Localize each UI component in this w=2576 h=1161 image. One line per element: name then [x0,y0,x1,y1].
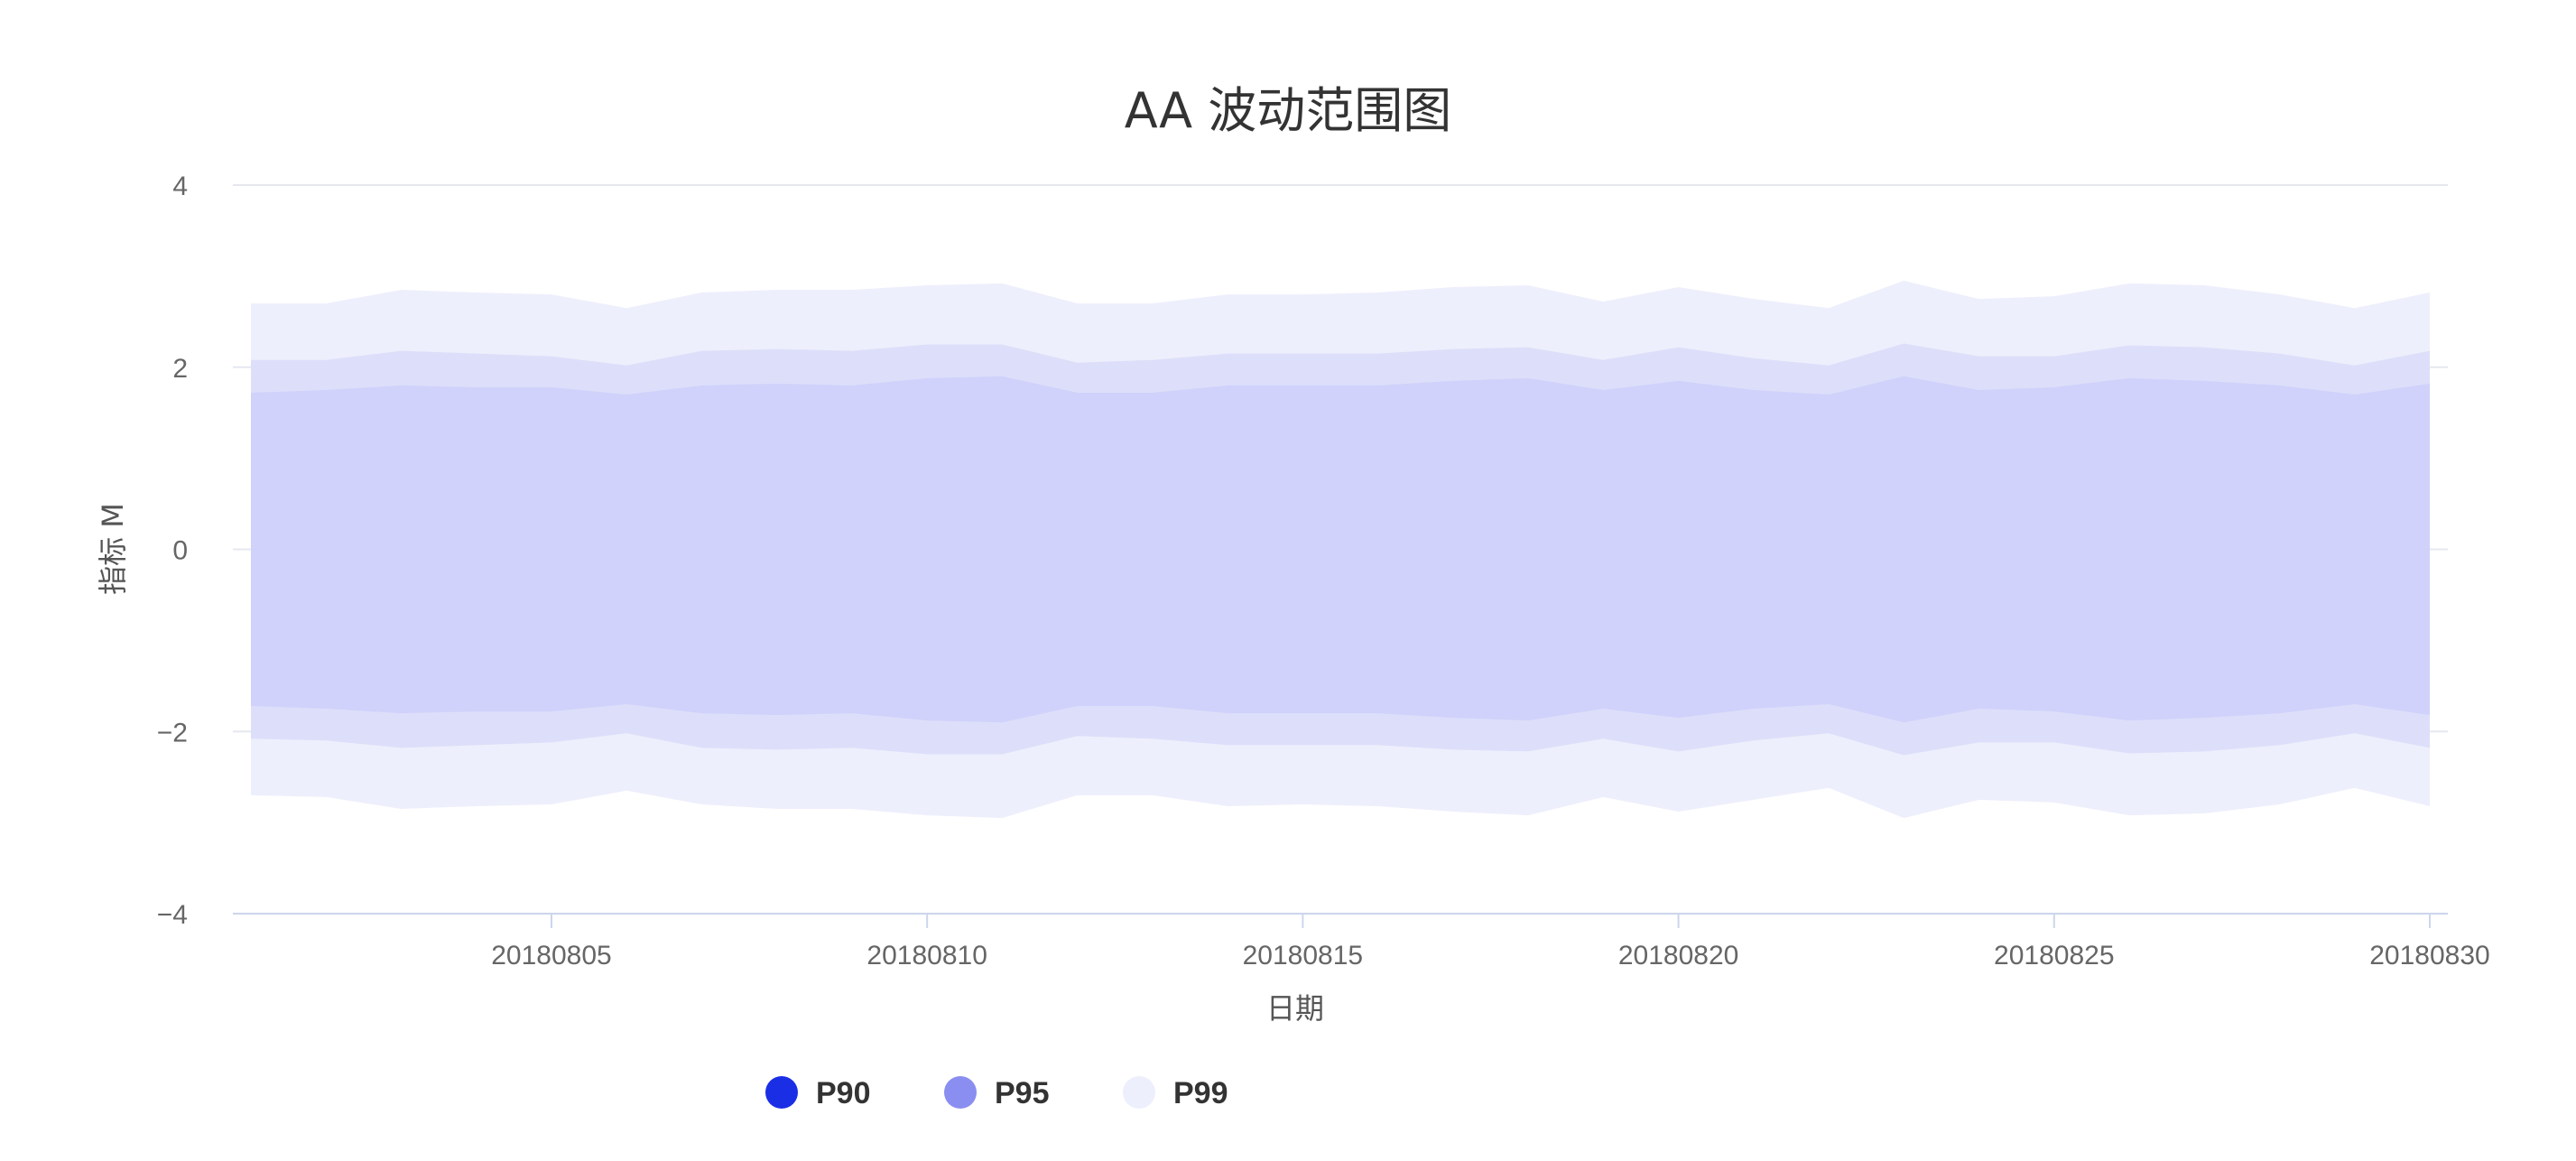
y-tick-labels: −4 −2 0 2 4 [157,172,188,930]
legend-marker [944,1076,977,1109]
legend-item-p95[interactable]: P95 [944,1076,1050,1110]
legend-label: P95 [995,1076,1050,1110]
legend: P90 P95 P99 [765,1076,1228,1110]
chart-title: AA 波动范围图 [1124,82,1452,139]
legend-item-p99[interactable]: P99 [1123,1076,1228,1110]
y-tick-label: −4 [157,900,188,930]
x-tick-label: 20180810 [866,941,987,971]
legend-label: P90 [816,1076,871,1110]
y-tick-label: 0 [172,536,188,566]
y-tick-label: 4 [172,172,188,201]
band-p90 [251,376,2430,723]
legend-label: P99 [1173,1076,1228,1110]
y-axis-title: 指标 M [96,503,130,595]
x-axis-title: 日期 [1266,991,1324,1026]
x-tick-label: 20180815 [1243,941,1363,971]
y-tick-label: −2 [157,718,188,748]
legend-marker [1123,1076,1155,1109]
x-tick-label: 20180830 [2369,941,2489,971]
bands [251,280,2430,819]
x-tick-label: 20180805 [491,941,611,971]
x-tick-label: 20180820 [1618,941,1738,971]
legend-item-p90[interactable]: P90 [765,1076,871,1110]
x-tick-labels: 20180805 20180810 20180815 20180820 20180825… [491,914,2490,971]
y-tick-label: 2 [172,354,188,384]
x-tick-label: 20180825 [1994,941,2114,971]
legend-marker [765,1076,798,1109]
